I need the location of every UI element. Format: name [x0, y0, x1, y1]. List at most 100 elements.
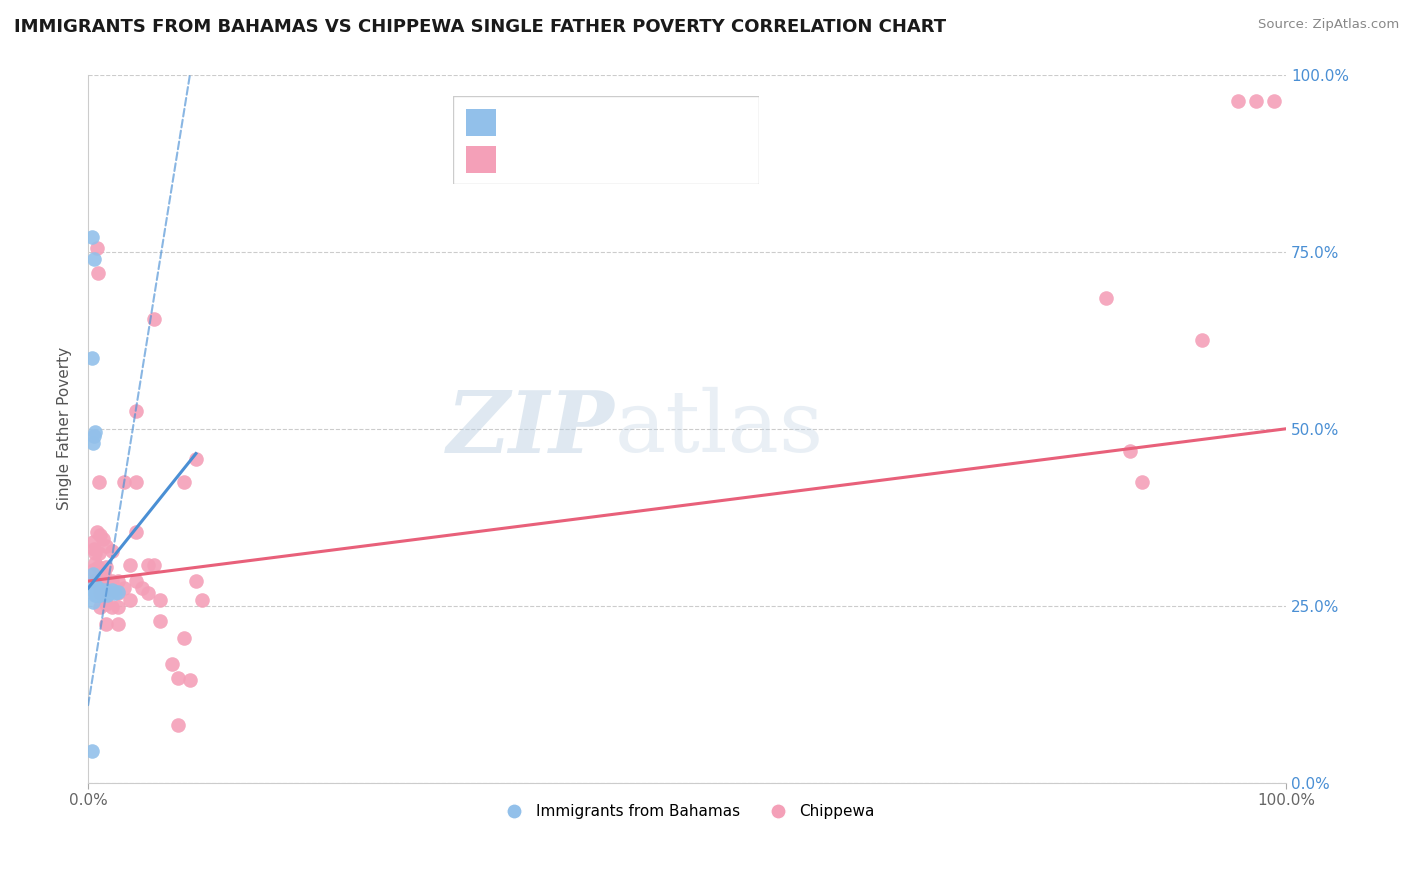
- Point: [1130, 475, 1153, 489]
- Text: IMMIGRANTS FROM BAHAMAS VS CHIPPEWA SINGLE FATHER POVERTY CORRELATION CHART: IMMIGRANTS FROM BAHAMAS VS CHIPPEWA SING…: [14, 18, 946, 36]
- Point: [87, 475, 110, 489]
- Point: [93, 586, 115, 600]
- Point: [149, 615, 172, 629]
- Point: [84, 425, 107, 440]
- Point: [173, 475, 195, 489]
- Point: [86, 584, 108, 599]
- Point: [94, 574, 117, 588]
- Point: [91, 532, 114, 546]
- Point: [1119, 444, 1142, 458]
- Point: [83, 429, 105, 443]
- Point: [184, 574, 207, 588]
- Point: [82, 535, 104, 549]
- Point: [94, 598, 117, 612]
- Point: [82, 595, 104, 609]
- Point: [94, 616, 117, 631]
- Point: [89, 528, 111, 542]
- Point: [87, 560, 110, 574]
- Point: [89, 588, 111, 602]
- Point: [107, 574, 129, 588]
- Point: [125, 574, 148, 588]
- Point: [125, 524, 148, 539]
- Point: [1263, 95, 1285, 109]
- Point: [125, 475, 148, 489]
- Point: [94, 560, 117, 574]
- Point: [87, 581, 110, 595]
- Point: [1227, 95, 1250, 109]
- Point: [167, 671, 190, 685]
- Y-axis label: Single Father Poverty: Single Father Poverty: [58, 347, 72, 510]
- Legend: Immigrants from Bahamas, Chippewa: Immigrants from Bahamas, Chippewa: [494, 797, 882, 825]
- Point: [84, 546, 107, 560]
- Point: [125, 404, 148, 418]
- Point: [87, 588, 110, 602]
- Point: [101, 583, 124, 598]
- Point: [89, 583, 111, 598]
- Point: [120, 593, 142, 607]
- Point: [83, 252, 105, 266]
- Point: [160, 657, 183, 671]
- Point: [86, 581, 108, 595]
- Text: ZIP: ZIP: [447, 387, 616, 471]
- Point: [101, 574, 124, 588]
- Point: [107, 616, 129, 631]
- Point: [90, 574, 112, 588]
- Point: [120, 558, 142, 572]
- Point: [91, 583, 114, 598]
- Point: [1191, 333, 1213, 347]
- Point: [149, 593, 172, 607]
- Point: [131, 581, 153, 595]
- Point: [89, 586, 111, 600]
- Point: [83, 577, 105, 591]
- Point: [80, 744, 103, 758]
- Point: [101, 600, 124, 615]
- Point: [191, 593, 214, 607]
- Point: [84, 588, 107, 602]
- Point: [112, 581, 135, 595]
- Point: [143, 558, 166, 572]
- Point: [89, 586, 111, 600]
- Point: [83, 584, 105, 599]
- Point: [143, 312, 166, 326]
- Point: [173, 631, 195, 645]
- Point: [101, 583, 124, 598]
- Point: [179, 673, 201, 688]
- Point: [82, 564, 104, 578]
- Point: [107, 586, 129, 600]
- Point: [80, 351, 103, 365]
- Point: [94, 583, 117, 598]
- Point: [1095, 291, 1118, 305]
- Point: [84, 577, 107, 591]
- Point: [87, 586, 110, 600]
- Point: [84, 584, 107, 599]
- Point: [86, 524, 108, 539]
- Point: [98, 584, 121, 599]
- Point: [136, 558, 159, 572]
- Point: [94, 539, 117, 553]
- Point: [112, 475, 135, 489]
- Point: [86, 588, 108, 602]
- Point: [89, 581, 111, 595]
- Point: [87, 570, 110, 584]
- Point: [83, 581, 105, 595]
- Point: [93, 567, 115, 582]
- Text: atlas: atlas: [616, 387, 824, 470]
- Point: [86, 584, 108, 599]
- Point: [94, 586, 117, 600]
- Point: [96, 588, 118, 602]
- Point: [184, 451, 207, 466]
- Point: [87, 584, 110, 599]
- Point: [107, 600, 129, 615]
- Point: [87, 546, 110, 560]
- Point: [91, 584, 114, 599]
- Point: [136, 586, 159, 600]
- Point: [101, 543, 124, 558]
- Point: [83, 542, 105, 557]
- Point: [167, 718, 190, 732]
- Point: [87, 266, 110, 280]
- Point: [82, 567, 104, 582]
- Point: [1244, 95, 1267, 109]
- Point: [86, 241, 108, 255]
- Point: [107, 584, 129, 599]
- Point: [87, 584, 110, 599]
